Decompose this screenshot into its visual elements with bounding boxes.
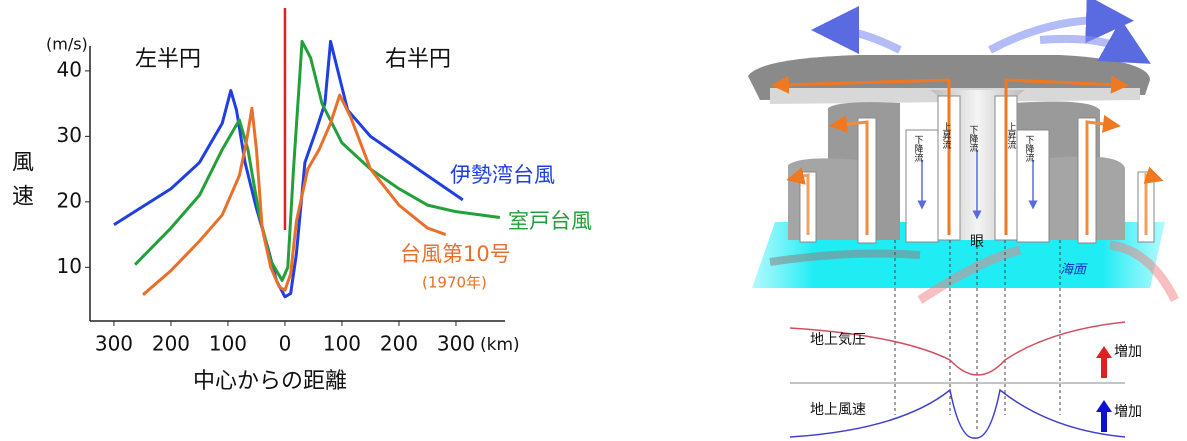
- eye-label: 眼: [970, 234, 984, 250]
- flow-arrows: [769, 0, 1180, 304]
- x-tick-label: 100: [209, 332, 247, 356]
- outflow-arrow: [771, 75, 951, 235]
- increase-arrow: [1096, 346, 1112, 378]
- y-tick-label: 30: [57, 123, 82, 147]
- inflow-arrow: [917, 245, 1022, 304]
- top-arrow: [1039, 19, 1151, 64]
- x-tick-label: 300: [437, 332, 475, 356]
- guide-lines: [894, 240, 1061, 430]
- series-label: 室戸台風: [508, 209, 592, 233]
- top-arrow: [811, 6, 902, 55]
- updraft-label: 上昇流: [1006, 122, 1017, 150]
- inflow-arrow: [769, 249, 921, 266]
- x-tick-label: 0: [279, 332, 292, 356]
- downdraft-label: 下降流: [968, 125, 979, 153]
- downdraft-label: 下降流: [1024, 135, 1035, 163]
- annotation: (1970年): [422, 274, 487, 292]
- y-tick-label: 10: [57, 254, 82, 278]
- series-line: [133, 39, 501, 282]
- series-label: 伊勢湾台風: [450, 163, 555, 187]
- outflow-arrow: [829, 115, 869, 235]
- series-label: 台風第10号: [400, 242, 511, 266]
- series-line: [142, 93, 447, 296]
- x-tick-label: 100: [323, 332, 361, 356]
- typhoon-diagram: 上昇流 上昇流 下降流 下降流 下降流 眼 海面 地上気圧 地上風速 増加 増加: [748, 0, 1180, 439]
- outflow-arrow: [1004, 75, 1129, 235]
- increase-label: 増加: [1114, 344, 1142, 360]
- y-tick-label: 40: [57, 57, 82, 81]
- increase-arrow: [1096, 400, 1112, 432]
- inflow-arrow: [1109, 240, 1180, 303]
- x-tick-label: 200: [380, 332, 418, 356]
- y-tick-label: 20: [57, 188, 82, 212]
- x-tick-label: 300: [95, 332, 133, 356]
- top-arrow: [988, 0, 1134, 54]
- annotation: 右半円: [385, 47, 451, 72]
- low-cloud-left: [788, 158, 860, 240]
- x-tick-label: 200: [152, 332, 190, 356]
- sea-label: 海面: [1060, 263, 1088, 278]
- annotation: 左半円: [135, 47, 201, 72]
- updraft-label: 上昇流: [941, 122, 952, 150]
- series-line: [113, 39, 464, 299]
- pressure-curve: [789, 321, 1126, 376]
- outflow-arrow: [786, 167, 810, 235]
- y-unit: (m/s): [46, 35, 88, 54]
- x-unit: (km): [480, 335, 520, 355]
- wind-curve: [789, 388, 1126, 439]
- wind-label: 地上風速: [810, 402, 866, 418]
- outflow-arrow: [1143, 166, 1164, 235]
- pressure-label: 地上気圧: [810, 332, 866, 348]
- x-axis-label: 中心からの距離: [193, 369, 347, 394]
- y-axis-label: 風速: [8, 150, 34, 218]
- increase-label: 増加: [1114, 404, 1142, 420]
- outflow-arrow: [1085, 114, 1121, 235]
- downdraft-label: 下降流: [913, 135, 924, 163]
